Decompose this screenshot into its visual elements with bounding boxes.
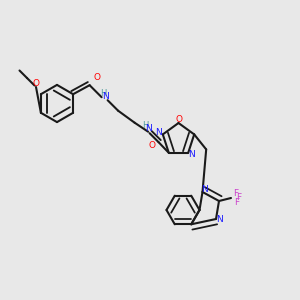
Text: O: O bbox=[32, 80, 40, 88]
Text: F: F bbox=[236, 193, 241, 202]
Text: N: N bbox=[145, 124, 152, 133]
Text: N: N bbox=[201, 184, 207, 194]
Text: O: O bbox=[94, 73, 100, 82]
Text: F: F bbox=[233, 189, 238, 198]
Text: O: O bbox=[148, 141, 155, 150]
Text: N: N bbox=[216, 215, 222, 224]
Text: H: H bbox=[142, 121, 148, 130]
Text: H: H bbox=[100, 89, 106, 98]
Text: N: N bbox=[155, 128, 162, 137]
Text: N: N bbox=[102, 92, 109, 101]
Text: N: N bbox=[188, 150, 195, 159]
Text: O: O bbox=[175, 115, 182, 124]
Text: F: F bbox=[234, 198, 239, 207]
